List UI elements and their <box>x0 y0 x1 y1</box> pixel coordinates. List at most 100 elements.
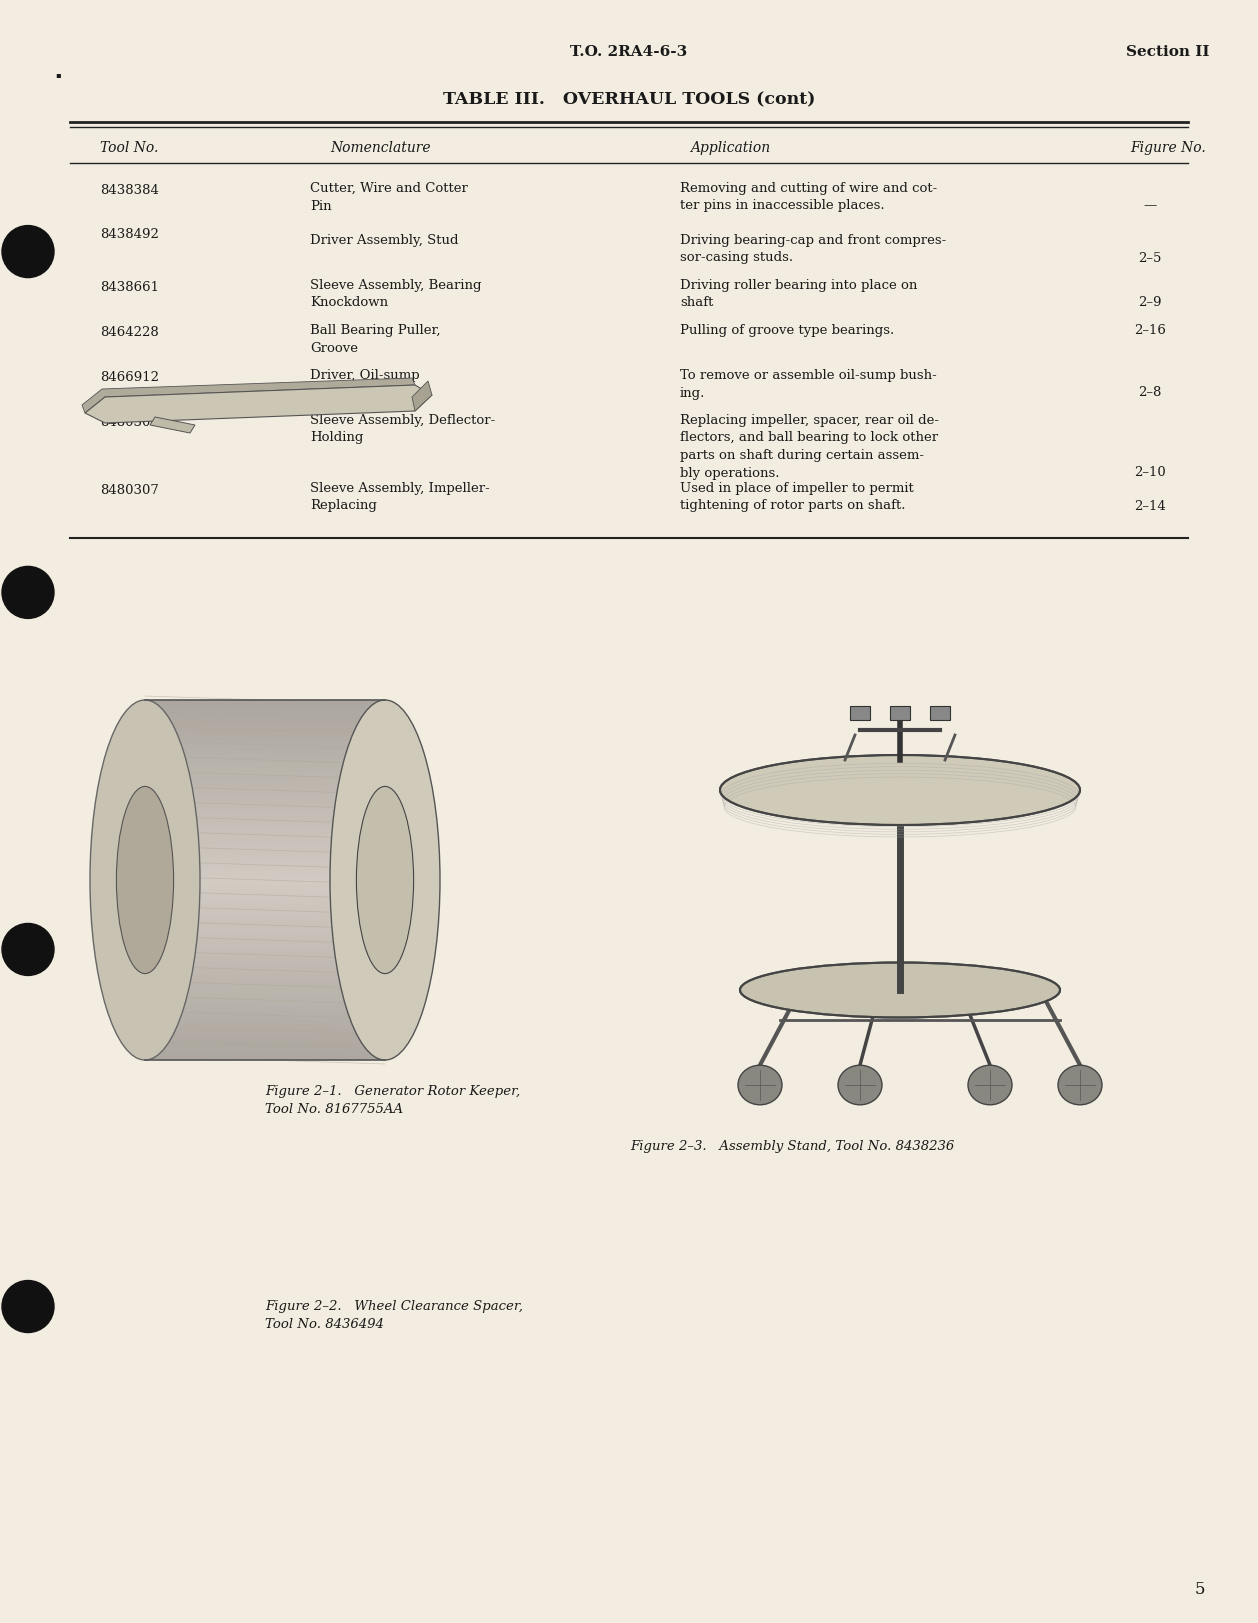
Text: parts on shaft during certain assem-: parts on shaft during certain assem- <box>681 450 923 463</box>
Bar <box>145 979 385 984</box>
Bar <box>145 700 385 704</box>
Polygon shape <box>82 378 415 412</box>
Ellipse shape <box>738 1065 782 1105</box>
Text: Figure 2–3.   Assembly Stand, Tool No. 8438236: Figure 2–3. Assembly Stand, Tool No. 843… <box>630 1139 955 1152</box>
Bar <box>145 966 385 971</box>
Bar <box>145 880 385 885</box>
Bar <box>145 885 385 889</box>
Bar <box>850 706 871 721</box>
Bar <box>145 714 385 717</box>
Bar <box>145 758 385 763</box>
Bar <box>145 795 385 799</box>
Bar <box>143 700 387 1060</box>
Text: ing.: ing. <box>681 386 706 399</box>
Bar <box>145 912 385 915</box>
Bar <box>145 1001 385 1006</box>
Bar <box>145 803 385 808</box>
Polygon shape <box>150 417 195 433</box>
Text: Cutter, Wire and Cotter: Cutter, Wire and Cotter <box>309 182 468 195</box>
Bar <box>145 709 385 714</box>
Bar <box>145 786 385 790</box>
Bar <box>145 790 385 795</box>
Bar <box>145 768 385 773</box>
Text: 8438661: 8438661 <box>99 281 159 294</box>
Bar <box>145 1024 385 1029</box>
Text: 2–14: 2–14 <box>1135 500 1166 513</box>
Text: Tool No.: Tool No. <box>99 141 159 156</box>
Bar <box>145 722 385 727</box>
Bar <box>145 993 385 997</box>
Bar <box>145 984 385 988</box>
Bar <box>889 706 910 721</box>
Bar <box>145 1011 385 1014</box>
Text: Driver, Oil-sump: Driver, Oil-sump <box>309 368 420 381</box>
FancyBboxPatch shape <box>145 700 385 1060</box>
Text: shaft: shaft <box>681 297 713 310</box>
Text: 2–8: 2–8 <box>1138 386 1161 399</box>
Text: 8438384: 8438384 <box>99 185 159 198</box>
Bar <box>145 988 385 993</box>
Text: TABLE III.   OVERHAUL TOOLS (cont): TABLE III. OVERHAUL TOOLS (cont) <box>443 91 815 109</box>
Bar <box>145 799 385 803</box>
Text: Ball Bearing Puller,: Ball Bearing Puller, <box>309 325 440 338</box>
Text: Replacing impeller, spacer, rear oil de-: Replacing impeller, spacer, rear oil de- <box>681 414 938 427</box>
Text: tightening of rotor parts on shaft.: tightening of rotor parts on shaft. <box>681 500 906 513</box>
Bar <box>145 808 385 813</box>
Bar <box>145 971 385 974</box>
Bar <box>145 1037 385 1042</box>
Text: Tool No. 8436494: Tool No. 8436494 <box>265 1318 384 1331</box>
Text: —: — <box>1144 200 1156 213</box>
Text: T.O. 2RA4-6-3: T.O. 2RA4-6-3 <box>570 45 688 58</box>
Text: Sleeve Assembly, Impeller-: Sleeve Assembly, Impeller- <box>309 482 489 495</box>
Bar <box>145 773 385 776</box>
Text: Driver Assembly, Stud: Driver Assembly, Stud <box>309 234 458 247</box>
Text: Figure 2–2.   Wheel Clearance Spacer,: Figure 2–2. Wheel Clearance Spacer, <box>265 1300 523 1313</box>
Ellipse shape <box>330 700 440 1060</box>
Text: Application: Application <box>689 141 770 156</box>
Text: ter pins in inaccessible places.: ter pins in inaccessible places. <box>681 200 884 213</box>
Bar <box>145 834 385 839</box>
Bar <box>145 844 385 849</box>
Text: 2–5: 2–5 <box>1138 252 1161 265</box>
Bar <box>145 902 385 907</box>
Ellipse shape <box>356 787 414 974</box>
Circle shape <box>3 566 54 618</box>
Bar <box>145 938 385 943</box>
Bar <box>145 831 385 834</box>
Text: Nomenclature: Nomenclature <box>330 141 430 156</box>
Bar <box>145 948 385 953</box>
Bar <box>145 915 385 920</box>
Text: Used in place of impeller to permit: Used in place of impeller to permit <box>681 482 913 495</box>
Bar <box>145 925 385 930</box>
Bar <box>145 1052 385 1055</box>
Bar <box>145 816 385 821</box>
Text: Section II: Section II <box>1126 45 1210 58</box>
Polygon shape <box>86 385 431 424</box>
Ellipse shape <box>1058 1065 1102 1105</box>
Bar <box>145 776 385 781</box>
Text: 2–16: 2–16 <box>1133 325 1166 338</box>
Ellipse shape <box>740 962 1060 1018</box>
Text: Tool No. 8167755AA: Tool No. 8167755AA <box>265 1104 403 1117</box>
Bar <box>145 943 385 948</box>
Bar <box>145 813 385 816</box>
Bar <box>145 839 385 844</box>
Ellipse shape <box>117 787 174 974</box>
Bar <box>145 1019 385 1024</box>
Bar <box>145 826 385 831</box>
Bar <box>145 849 385 854</box>
Bar <box>145 763 385 768</box>
Bar <box>145 755 385 758</box>
Bar <box>145 717 385 722</box>
Bar <box>145 953 385 956</box>
Text: Driving bearing-cap and front compres-: Driving bearing-cap and front compres- <box>681 234 946 247</box>
Ellipse shape <box>91 700 200 1060</box>
Text: 8438492: 8438492 <box>99 227 159 240</box>
Bar <box>145 857 385 862</box>
Text: 2–10: 2–10 <box>1135 466 1166 479</box>
Bar <box>145 781 385 786</box>
Bar <box>145 867 385 872</box>
Bar <box>145 1055 385 1060</box>
Text: 8480307: 8480307 <box>99 484 159 497</box>
Bar <box>930 706 950 721</box>
